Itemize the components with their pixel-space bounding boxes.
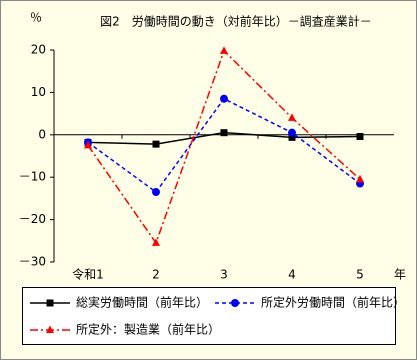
marker	[356, 174, 364, 183]
chart-title: 図2 労働時間の動き（対前年比）－調査産業計－	[100, 14, 372, 29]
marker	[288, 113, 296, 121]
marker	[220, 94, 228, 103]
marker	[46, 325, 54, 333]
x-tick-label: 3	[220, 268, 228, 282]
y-tick-label: －30	[19, 255, 46, 269]
y-tick-label: 10	[31, 85, 46, 99]
y-unit: ％	[30, 11, 42, 25]
marker	[152, 188, 160, 197]
x-tick-label: 令和1	[72, 267, 104, 282]
marker	[288, 128, 296, 137]
x-unit: 年	[394, 268, 406, 282]
marker	[356, 132, 364, 140]
marker	[152, 238, 160, 246]
y-tick-label: －20	[19, 212, 46, 226]
marker	[220, 129, 228, 137]
x-tick-label: 2	[152, 268, 160, 282]
x-tick-label: 4	[288, 268, 296, 282]
y-tick-label: －10	[19, 170, 46, 184]
marker	[46, 299, 54, 307]
legend-box	[22, 287, 396, 345]
legend-label: 総実労働時間（前年比）	[76, 295, 208, 310]
legend-label: 所定外労働時間（前年比）	[261, 295, 405, 310]
y-tick-label: 0	[38, 127, 46, 141]
legend-label: 所定外：製造業（前年比）	[76, 322, 220, 337]
marker	[231, 299, 239, 307]
marker	[220, 46, 228, 54]
marker	[288, 133, 296, 141]
x-tick-label: 5	[356, 268, 364, 282]
marker	[152, 140, 160, 148]
marker	[84, 140, 92, 149]
y-tick-label: 20	[31, 43, 46, 57]
